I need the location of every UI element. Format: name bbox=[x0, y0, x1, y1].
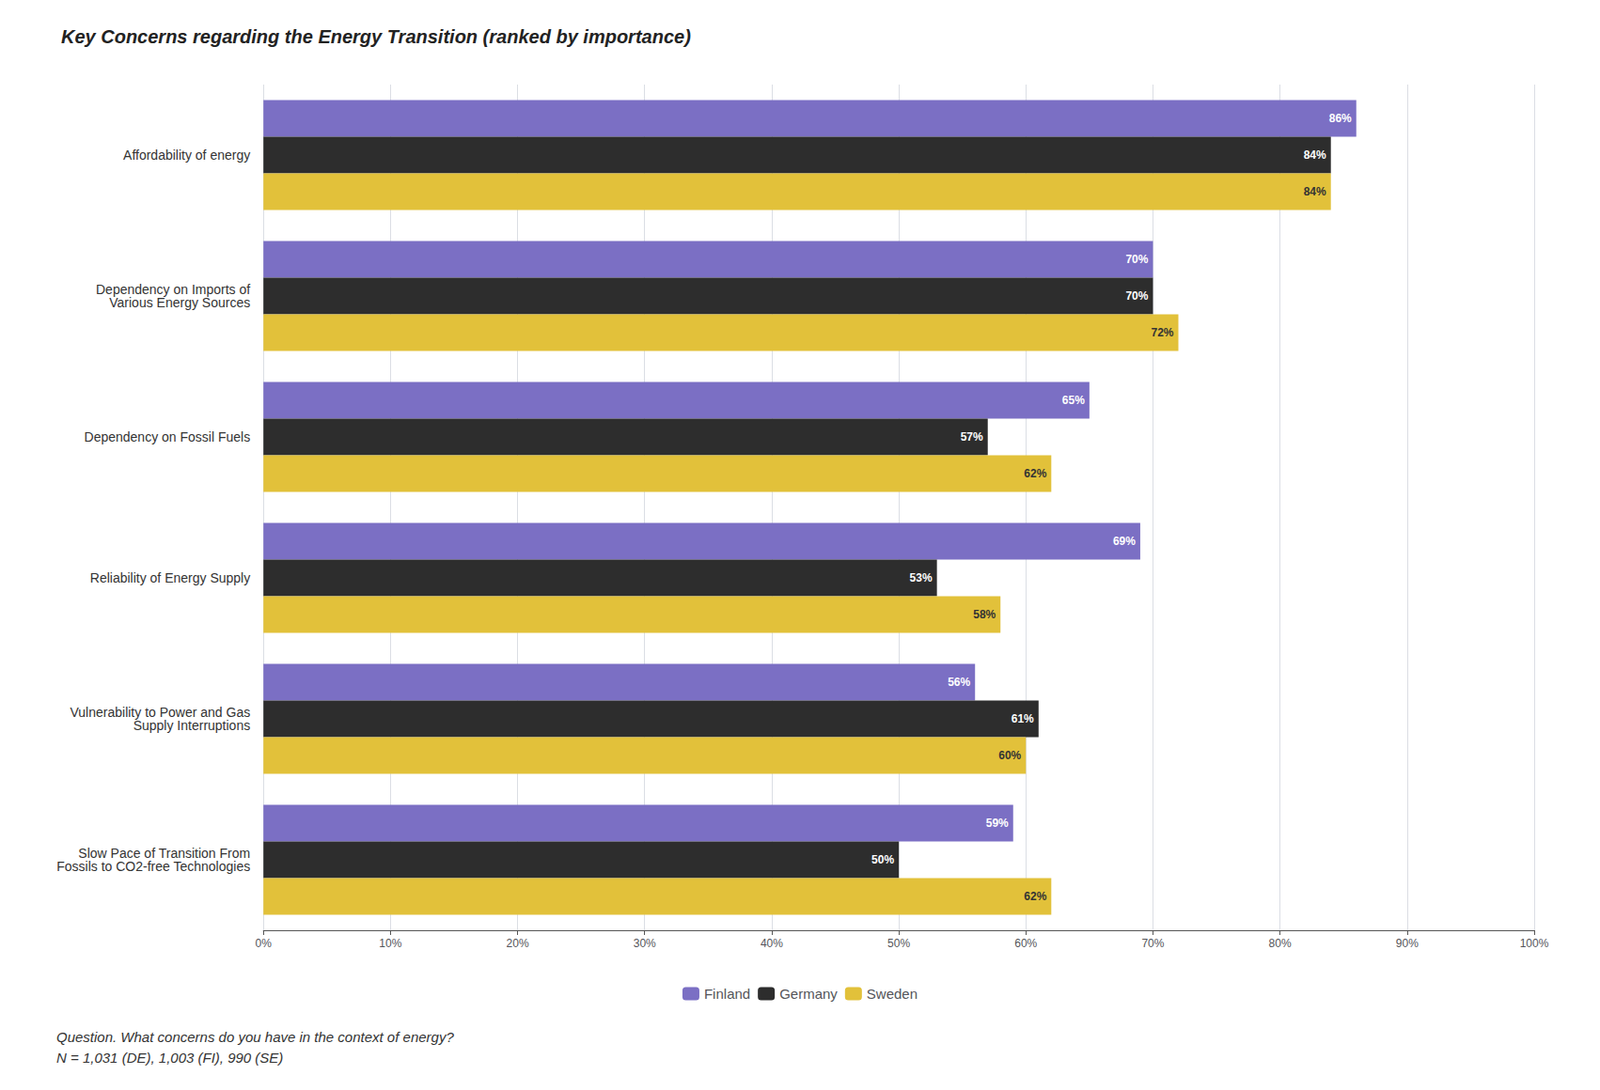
svg-text:90%: 90% bbox=[1396, 937, 1419, 951]
svg-text:59%: 59% bbox=[986, 816, 1009, 831]
svg-text:Supply Interruptions: Supply Interruptions bbox=[133, 718, 251, 734]
svg-text:100%: 100% bbox=[1520, 937, 1550, 951]
svg-text:10%: 10% bbox=[378, 937, 402, 951]
svg-text:61%: 61% bbox=[1011, 712, 1035, 726]
svg-text:Affordability of energy: Affordability of energy bbox=[123, 147, 251, 163]
svg-text:Dependency on Fossil Fuels: Dependency on Fossil Fuels bbox=[84, 429, 251, 445]
svg-text:40%: 40% bbox=[760, 937, 784, 951]
svg-text:N = 1,031 (DE), 1,003 (FI), 99: N = 1,031 (DE), 1,003 (FI), 990 (SE) bbox=[56, 1050, 283, 1067]
svg-text:Finland: Finland bbox=[704, 986, 751, 1003]
svg-text:Slow Pace of Transition From: Slow Pace of Transition From bbox=[78, 846, 251, 862]
svg-text:58%: 58% bbox=[972, 608, 996, 622]
svg-text:20%: 20% bbox=[506, 937, 530, 951]
svg-text:Vulnerability to Power and Gas: Vulnerability to Power and Gas bbox=[70, 705, 251, 721]
svg-text:Dependency on Imports of: Dependency on Imports of bbox=[95, 282, 251, 298]
svg-text:57%: 57% bbox=[960, 430, 984, 444]
svg-text:70%: 70% bbox=[1141, 937, 1164, 951]
svg-text:65%: 65% bbox=[1062, 393, 1085, 408]
svg-text:86%: 86% bbox=[1329, 111, 1352, 126]
svg-text:Key Concerns regarding the Ene: Key Concerns regarding the Energy Transi… bbox=[61, 26, 691, 48]
svg-text:Reliability of Energy Supply: Reliability of Energy Supply bbox=[90, 570, 251, 586]
svg-text:70%: 70% bbox=[1125, 289, 1148, 303]
svg-text:Germany: Germany bbox=[779, 986, 838, 1003]
svg-text:70%: 70% bbox=[1125, 252, 1148, 267]
svg-text:53%: 53% bbox=[909, 571, 933, 585]
svg-text:60%: 60% bbox=[998, 749, 1021, 763]
svg-text:80%: 80% bbox=[1269, 937, 1292, 951]
svg-text:69%: 69% bbox=[1113, 534, 1136, 549]
svg-text:84%: 84% bbox=[1303, 185, 1327, 199]
svg-text:30%: 30% bbox=[633, 937, 657, 951]
svg-text:72%: 72% bbox=[1150, 326, 1174, 340]
svg-text:50%: 50% bbox=[887, 937, 910, 951]
svg-text:Various Energy Sources: Various Energy Sources bbox=[109, 295, 251, 311]
svg-text:62%: 62% bbox=[1023, 890, 1047, 904]
svg-text:62%: 62% bbox=[1023, 467, 1047, 481]
svg-text:56%: 56% bbox=[947, 675, 971, 690]
svg-text:Sweden: Sweden bbox=[866, 986, 918, 1003]
svg-text:50%: 50% bbox=[871, 853, 895, 867]
svg-text:Question. What concerns do you: Question. What concerns do you have in t… bbox=[56, 1029, 455, 1046]
svg-text:84%: 84% bbox=[1303, 148, 1327, 162]
svg-text:Fossils to CO2-free Technologi: Fossils to CO2-free Technologies bbox=[56, 859, 251, 875]
svg-text:0%: 0% bbox=[255, 937, 273, 951]
svg-text:60%: 60% bbox=[1014, 937, 1037, 951]
